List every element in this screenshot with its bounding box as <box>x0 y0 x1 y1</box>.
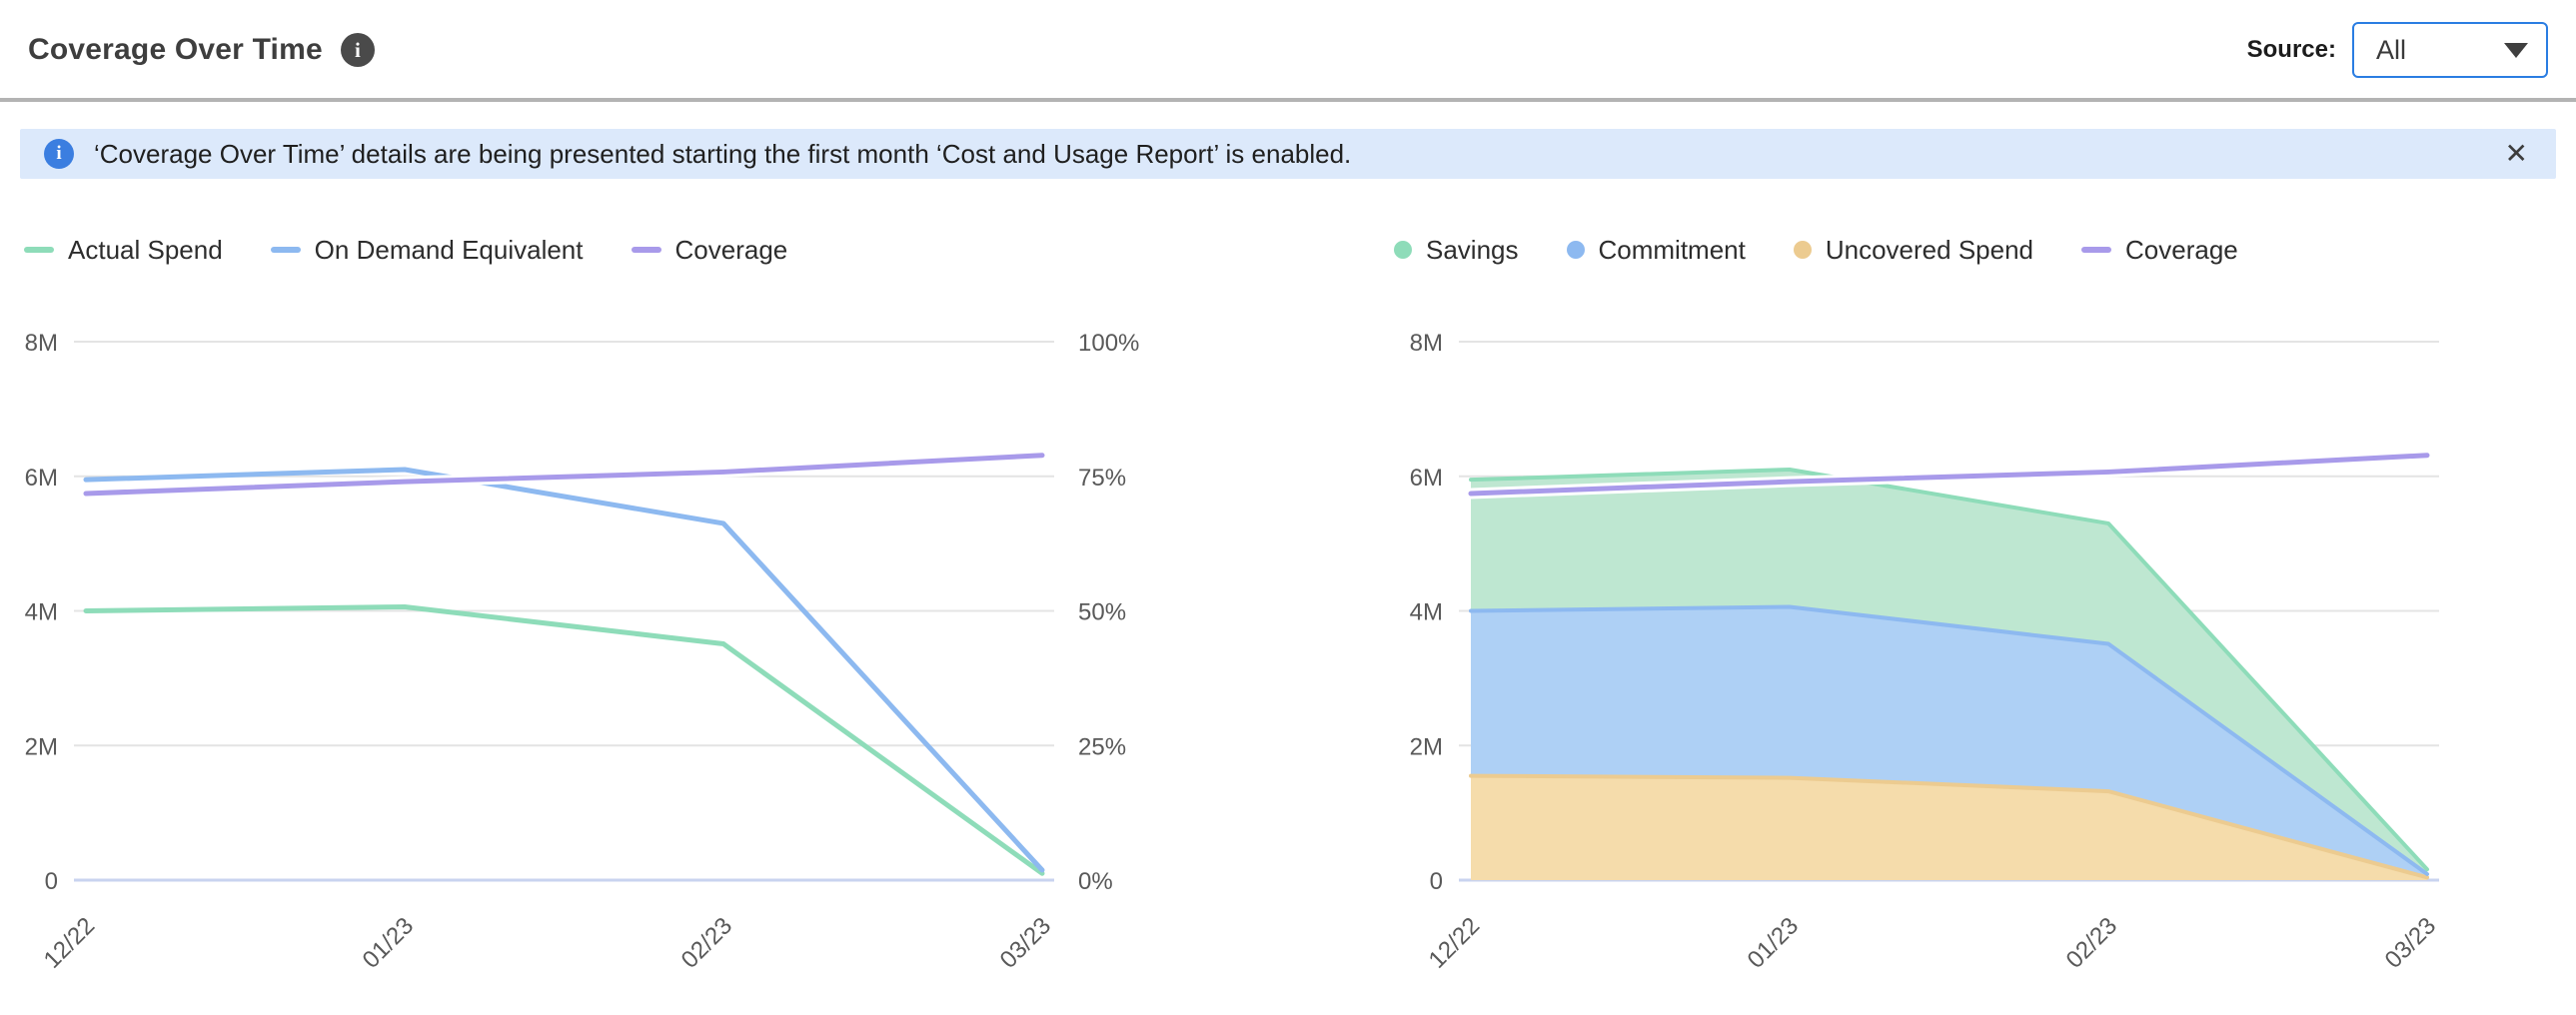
info-icon: i <box>44 139 74 169</box>
y-axis-left-label: 6M <box>25 465 58 492</box>
y-axis-left-label: 6M <box>1410 465 1443 492</box>
x-axis-label: 03/23 <box>2380 912 2442 974</box>
y-axis-left-label: 0 <box>45 868 58 895</box>
y-axis-right-label: 0% <box>1078 868 1113 895</box>
title-row: Coverage Over Time i <box>28 33 375 67</box>
y-axis-left-label: 8M <box>1410 330 1443 357</box>
x-axis-label: 12/22 <box>39 912 101 974</box>
legend-swatch-icon <box>1794 241 1812 259</box>
coverage-stacked-area-chart-section: Savings Commitment Uncovered Spend Coverage… <box>1288 236 2576 993</box>
source-select[interactable]: All <box>2352 22 2548 78</box>
header-divider <box>0 98 2576 102</box>
x-axis-label: 01/23 <box>358 912 420 974</box>
legend-item-on-demand-equivalent[interactable]: On Demand Equivalent <box>271 235 584 266</box>
source-label: Source: <box>2247 36 2336 64</box>
y-axis-right-label: 25% <box>1078 733 1126 760</box>
coverage-lines-chart[interactable]: 0 0% 2M 25% 4M 50% 6M 75% 8M 100% 12/22 01/23 02/23 0… <box>0 294 1159 993</box>
legend-item-savings[interactable]: Savings <box>1394 235 1519 266</box>
charts-row: Actual Spend On Demand Equivalent Coverage… <box>0 236 2576 993</box>
y-axis-left-label: 2M <box>25 733 58 760</box>
legend-label: Commitment <box>1599 235 1746 266</box>
area-chart-legend: Savings Commitment Uncovered Spend Coverage <box>1394 236 2576 264</box>
info-icon[interactable]: i <box>341 33 375 67</box>
lines-chart-legend: Actual Spend On Demand Equivalent Coverage <box>24 236 1288 264</box>
y-axis-left-label: 4M <box>25 599 58 626</box>
x-axis-label: 03/23 <box>995 912 1057 974</box>
x-axis-label: 12/22 <box>1424 912 1486 974</box>
y-axis-right-label: 75% <box>1078 465 1126 492</box>
y-axis-left-label: 4M <box>1410 599 1443 626</box>
series-line-on-demand-equivalent[interactable] <box>86 470 1042 870</box>
close-icon[interactable]: ✕ <box>2501 136 2532 172</box>
coverage-lines-chart-section: Actual Spend On Demand Equivalent Coverage… <box>0 236 1288 993</box>
x-axis-label: 01/23 <box>1743 912 1805 974</box>
legend-item-coverage[interactable]: Coverage <box>632 235 788 266</box>
legend-label: On Demand Equivalent <box>315 235 584 266</box>
series-line-actual-spend[interactable] <box>86 606 1042 873</box>
header: Coverage Over Time i Source: All <box>0 0 2576 98</box>
x-axis-label: 02/23 <box>676 912 738 974</box>
banner-message: ‘Coverage Over Time’ details are being p… <box>94 139 1351 170</box>
y-axis-right-label: 50% <box>1078 599 1126 626</box>
legend-item-actual-spend[interactable]: Actual Spend <box>24 235 223 266</box>
legend-label: Uncovered Spend <box>1826 235 2033 266</box>
page-title: Coverage Over Time <box>28 33 323 67</box>
legend-item-commitment[interactable]: Commitment <box>1567 235 1746 266</box>
legend-label: Coverage <box>2125 235 2238 266</box>
legend-swatch-icon <box>2081 247 2111 253</box>
y-axis-right-label: 100% <box>1078 330 1139 357</box>
y-axis-left-label: 2M <box>1410 733 1443 760</box>
legend-swatch-icon <box>271 247 301 253</box>
legend-swatch-icon <box>632 247 661 253</box>
legend-item-coverage[interactable]: Coverage <box>2081 235 2238 266</box>
legend-item-uncovered-spend[interactable]: Uncovered Spend <box>1794 235 2033 266</box>
coverage-stacked-area-chart[interactable]: 00%2M25%4M50%6M75%8M100%12/2201/2302/230… <box>1288 294 2447 993</box>
chevron-down-icon <box>2504 43 2528 58</box>
x-axis-label: 02/23 <box>2061 912 2123 974</box>
info-banner: i ‘Coverage Over Time’ details are being… <box>20 129 2556 179</box>
legend-label: Savings <box>1426 235 1519 266</box>
legend-label: Coverage <box>675 235 788 266</box>
legend-label: Actual Spend <box>68 235 223 266</box>
y-axis-left-label: 8M <box>25 330 58 357</box>
source-select-value: All <box>2376 35 2406 66</box>
legend-swatch-icon <box>1567 241 1585 259</box>
legend-swatch-icon <box>1394 241 1412 259</box>
source-control: Source: All <box>2247 22 2548 78</box>
legend-swatch-icon <box>24 247 54 253</box>
y-axis-left-label: 0 <box>1430 868 1443 895</box>
